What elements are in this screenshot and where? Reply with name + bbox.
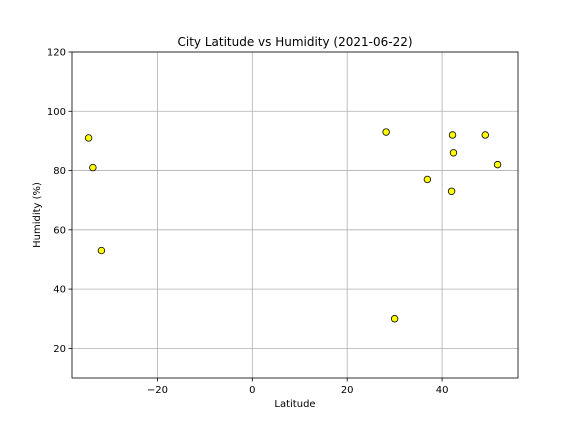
y-tick-label: 80 bbox=[53, 166, 66, 177]
scatter-point bbox=[97, 246, 106, 255]
y-tick-label: 100 bbox=[47, 107, 66, 118]
scatter-point bbox=[481, 131, 489, 139]
y-tick-label: 120 bbox=[47, 48, 66, 59]
scatter-point bbox=[423, 175, 432, 184]
x-tick-label: 20 bbox=[341, 385, 354, 396]
grid-lines bbox=[72, 51, 518, 378]
data-points bbox=[84, 128, 502, 323]
y-axis-label: Humidity (%) bbox=[32, 182, 43, 248]
scatter-point bbox=[382, 128, 390, 136]
x-axis-label: Latitude bbox=[274, 399, 315, 410]
y-tick-label: 40 bbox=[53, 285, 66, 296]
scatter-point bbox=[84, 134, 93, 142]
y-tick-label: 20 bbox=[53, 344, 66, 355]
chart-title: City Latitude vs Humidity (2021-06-22) bbox=[177, 35, 412, 49]
scatter-point bbox=[448, 131, 457, 139]
scatter-point bbox=[449, 149, 458, 157]
scatter-point bbox=[89, 163, 97, 172]
scatter-point bbox=[390, 315, 399, 323]
x-tick-label: 40 bbox=[436, 385, 449, 396]
scatter-point bbox=[447, 187, 456, 195]
plot-frame bbox=[71, 51, 519, 379]
x-tick-label: −20 bbox=[147, 385, 168, 396]
scatter-point bbox=[493, 160, 502, 169]
y-tick-label: 60 bbox=[53, 225, 66, 236]
x-tick-label: 0 bbox=[249, 385, 255, 396]
axis-ticks: −20 0 20 40 20 40 60 80 100 120 bbox=[47, 48, 449, 397]
